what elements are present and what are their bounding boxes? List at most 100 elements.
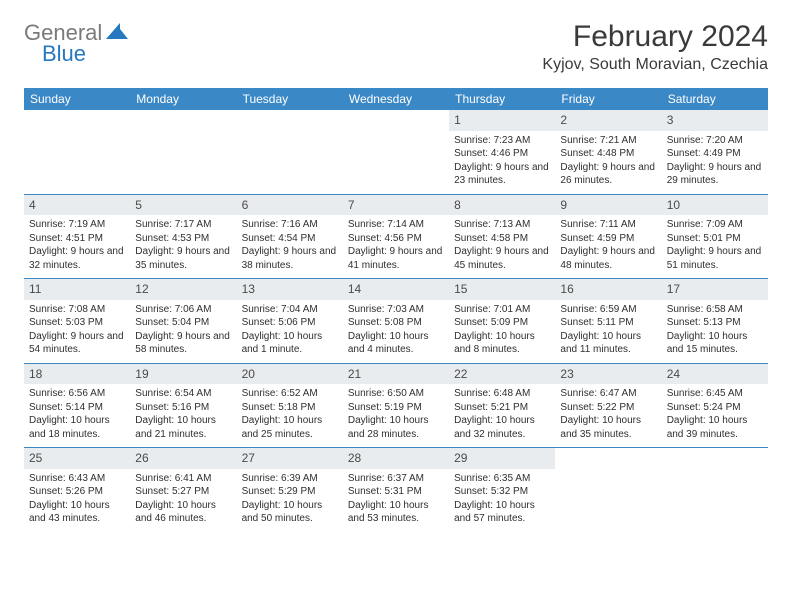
day-header: Wednesday	[343, 88, 449, 110]
sunrise-line: Sunrise: 6:37 AM	[348, 472, 444, 486]
day-number: 1	[454, 113, 461, 127]
week-row: 4Sunrise: 7:19 AMSunset: 4:51 PMDaylight…	[24, 195, 768, 280]
daynum-wrap: 10	[662, 195, 768, 216]
day-cell: 29Sunrise: 6:35 AMSunset: 5:32 PMDayligh…	[449, 448, 555, 532]
sunset-line: Sunset: 5:04 PM	[135, 316, 231, 330]
day-number: 27	[242, 451, 255, 465]
day-number: 15	[454, 282, 467, 296]
sunset-line: Sunset: 4:58 PM	[454, 232, 550, 246]
day-cell: 3Sunrise: 7:20 AMSunset: 4:49 PMDaylight…	[662, 110, 768, 194]
daynum-wrap: 11	[24, 279, 130, 300]
daylight-line: Daylight: 10 hours and 35 minutes.	[560, 414, 656, 441]
sunrise-line: Sunrise: 6:58 AM	[667, 303, 763, 317]
day-cell: 28Sunrise: 6:37 AMSunset: 5:31 PMDayligh…	[343, 448, 449, 532]
daylight-line: Daylight: 9 hours and 23 minutes.	[454, 161, 550, 188]
daylight-line: Daylight: 10 hours and 43 minutes.	[29, 499, 125, 526]
day-cell: 20Sunrise: 6:52 AMSunset: 5:18 PMDayligh…	[237, 364, 343, 448]
sunset-line: Sunset: 5:24 PM	[667, 401, 763, 415]
calendar: SundayMondayTuesdayWednesdayThursdayFrid…	[24, 88, 768, 532]
day-number: 21	[348, 367, 361, 381]
sunset-line: Sunset: 5:11 PM	[560, 316, 656, 330]
daynum-wrap: 18	[24, 364, 130, 385]
sunrise-line: Sunrise: 6:43 AM	[29, 472, 125, 486]
daylight-line: Daylight: 9 hours and 58 minutes.	[135, 330, 231, 357]
day-cell: 10Sunrise: 7:09 AMSunset: 5:01 PMDayligh…	[662, 195, 768, 279]
sunset-line: Sunset: 5:26 PM	[29, 485, 125, 499]
sunrise-line: Sunrise: 6:52 AM	[242, 387, 338, 401]
day-number: 25	[29, 451, 42, 465]
daynum-wrap: 17	[662, 279, 768, 300]
day-cell: 22Sunrise: 6:48 AMSunset: 5:21 PMDayligh…	[449, 364, 555, 448]
daylight-line: Daylight: 9 hours and 26 minutes.	[560, 161, 656, 188]
daynum-wrap: 15	[449, 279, 555, 300]
day-number: 24	[667, 367, 680, 381]
day-header: Thursday	[449, 88, 555, 110]
daylight-line: Daylight: 10 hours and 53 minutes.	[348, 499, 444, 526]
day-cell	[24, 110, 130, 194]
day-cell: 5Sunrise: 7:17 AMSunset: 4:53 PMDaylight…	[130, 195, 236, 279]
day-number: 13	[242, 282, 255, 296]
daylight-line: Daylight: 10 hours and 39 minutes.	[667, 414, 763, 441]
sunset-line: Sunset: 5:18 PM	[242, 401, 338, 415]
day-cell: 9Sunrise: 7:11 AMSunset: 4:59 PMDaylight…	[555, 195, 661, 279]
day-cell: 15Sunrise: 7:01 AMSunset: 5:09 PMDayligh…	[449, 279, 555, 363]
sunrise-line: Sunrise: 7:14 AM	[348, 218, 444, 232]
daynum-wrap: 6	[237, 195, 343, 216]
day-number: 10	[667, 198, 680, 212]
day-cell: 17Sunrise: 6:58 AMSunset: 5:13 PMDayligh…	[662, 279, 768, 363]
day-number: 2	[560, 113, 567, 127]
daynum-wrap: 20	[237, 364, 343, 385]
daynum-wrap: 9	[555, 195, 661, 216]
day-number: 12	[135, 282, 148, 296]
day-number: 16	[560, 282, 573, 296]
day-number: 29	[454, 451, 467, 465]
sunrise-line: Sunrise: 7:06 AM	[135, 303, 231, 317]
day-cell	[237, 110, 343, 194]
sunset-line: Sunset: 5:21 PM	[454, 401, 550, 415]
day-cell	[555, 448, 661, 532]
day-cell: 12 Sunrise: 7:06 AMSunset: 5:04 PMDayligh…	[130, 279, 236, 363]
day-cell: 7Sunrise: 7:14 AMSunset: 4:56 PMDaylight…	[343, 195, 449, 279]
daynum-wrap: 19	[130, 364, 236, 385]
sunset-line: Sunset: 5:27 PM	[135, 485, 231, 499]
logo-text-blue: Blue	[42, 41, 86, 66]
day-number: 6	[242, 198, 249, 212]
daynum-wrap: 1	[449, 110, 555, 131]
sunset-line: Sunset: 4:46 PM	[454, 147, 550, 161]
sunset-line: Sunset: 4:51 PM	[29, 232, 125, 246]
day-number: 18	[29, 367, 42, 381]
daylight-line: Daylight: 10 hours and 1 minute.	[242, 330, 338, 357]
sunrise-line: Sunrise: 6:47 AM	[560, 387, 656, 401]
day-cell	[130, 110, 236, 194]
day-number: 22	[454, 367, 467, 381]
daylight-line: Daylight: 10 hours and 32 minutes.	[454, 414, 550, 441]
day-number: 20	[242, 367, 255, 381]
daylight-line: Daylight: 10 hours and 46 minutes.	[135, 499, 231, 526]
day-cell: 13Sunrise: 7:04 AMSunset: 5:06 PMDayligh…	[237, 279, 343, 363]
daynum-wrap: 24	[662, 364, 768, 385]
day-cell: 27Sunrise: 6:39 AMSunset: 5:29 PMDayligh…	[237, 448, 343, 532]
day-header: Sunday	[24, 88, 130, 110]
day-number: 23	[560, 367, 573, 381]
daynum-wrap: 5	[130, 195, 236, 216]
sunrise-line: Sunrise: 7:03 AM	[348, 303, 444, 317]
daylight-line: Daylight: 10 hours and 57 minutes.	[454, 499, 550, 526]
empty-day	[130, 110, 236, 128]
daylight-line: Daylight: 10 hours and 8 minutes.	[454, 330, 550, 357]
daylight-line: Daylight: 10 hours and 15 minutes.	[667, 330, 763, 357]
sunrise-line: Sunrise: 7:01 AM	[454, 303, 550, 317]
sunrise-line: Sunrise: 6:39 AM	[242, 472, 338, 486]
week-row: 1Sunrise: 7:23 AMSunset: 4:46 PMDaylight…	[24, 110, 768, 195]
day-number: 11	[29, 282, 41, 296]
daylight-line: Daylight: 9 hours and 45 minutes.	[454, 245, 550, 272]
day-cell: 16Sunrise: 6:59 AMSunset: 5:11 PMDayligh…	[555, 279, 661, 363]
sunset-line: Sunset: 5:22 PM	[560, 401, 656, 415]
day-number: 4	[29, 198, 36, 212]
week-row: 11Sunrise: 7:08 AMSunset: 5:03 PMDayligh…	[24, 279, 768, 364]
daynum-wrap: 27	[237, 448, 343, 469]
sunrise-line: Sunrise: 6:56 AM	[29, 387, 125, 401]
daynum-wrap: 8	[449, 195, 555, 216]
daynum-wrap: 4	[24, 195, 130, 216]
sunset-line: Sunset: 5:01 PM	[667, 232, 763, 246]
empty-day	[24, 110, 130, 128]
